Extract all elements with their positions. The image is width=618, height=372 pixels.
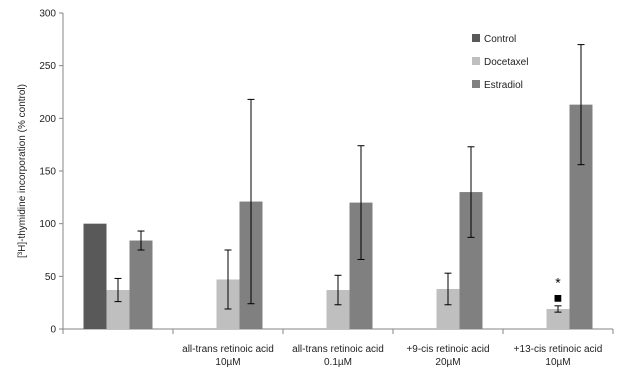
annotations: *■ bbox=[554, 275, 562, 306]
bar-estradiol bbox=[129, 240, 153, 329]
bar-docetaxel bbox=[326, 290, 350, 329]
bar-estradiol bbox=[569, 104, 593, 329]
y-tick-label: 100 bbox=[39, 219, 56, 230]
y-tick-label: 150 bbox=[39, 167, 56, 178]
category-label-dose: 10µM bbox=[215, 357, 240, 368]
legend-label-control: Control bbox=[484, 34, 516, 45]
y-tick-label: 50 bbox=[45, 272, 57, 283]
legend-swatch-estradiol bbox=[472, 80, 480, 88]
category-label: all-trans retinoic acid bbox=[292, 344, 384, 355]
legend-swatch-control bbox=[472, 34, 480, 42]
axes: 0 50 100 150 200 250 300 bbox=[39, 9, 614, 336]
bar-docetaxel bbox=[436, 288, 460, 329]
y-tick-label: 0 bbox=[50, 325, 56, 336]
category-labels: all-trans retinoic acid 10µM all-trans ret… bbox=[182, 344, 602, 368]
y-axis-title: [³H]-thymidine incorporation (% control) bbox=[17, 84, 28, 258]
legend-label-estradiol: Estradiol bbox=[484, 80, 523, 91]
category-label: +9-cis retinoic acid bbox=[406, 344, 489, 355]
bar-docetaxel bbox=[106, 290, 130, 329]
bar-control bbox=[83, 223, 107, 329]
y-tick-label: 200 bbox=[39, 114, 56, 125]
y-tick-label: 250 bbox=[39, 61, 56, 72]
category-label-dose: 10µM bbox=[545, 357, 570, 368]
error-bars bbox=[114, 44, 585, 313]
bars bbox=[83, 104, 593, 329]
legend-label-docetaxel: Docetaxel bbox=[484, 57, 528, 68]
category-label-dose: 20µM bbox=[435, 357, 460, 368]
bar-estradiol bbox=[349, 202, 373, 329]
category-label: +13-cis retinoic acid bbox=[514, 344, 603, 355]
category-label: all-trans retinoic acid bbox=[182, 344, 274, 355]
significance-marker: * bbox=[555, 275, 561, 291]
legend-swatch-docetaxel bbox=[472, 57, 480, 65]
category-label-dose: 0.1µM bbox=[324, 357, 352, 368]
legend: Control Docetaxel Estradiol bbox=[472, 34, 528, 91]
significance-marker: ■ bbox=[554, 289, 562, 305]
bar-estradiol bbox=[459, 192, 483, 329]
y-tick-label: 300 bbox=[39, 9, 56, 20]
bar-docetaxel bbox=[546, 308, 570, 329]
